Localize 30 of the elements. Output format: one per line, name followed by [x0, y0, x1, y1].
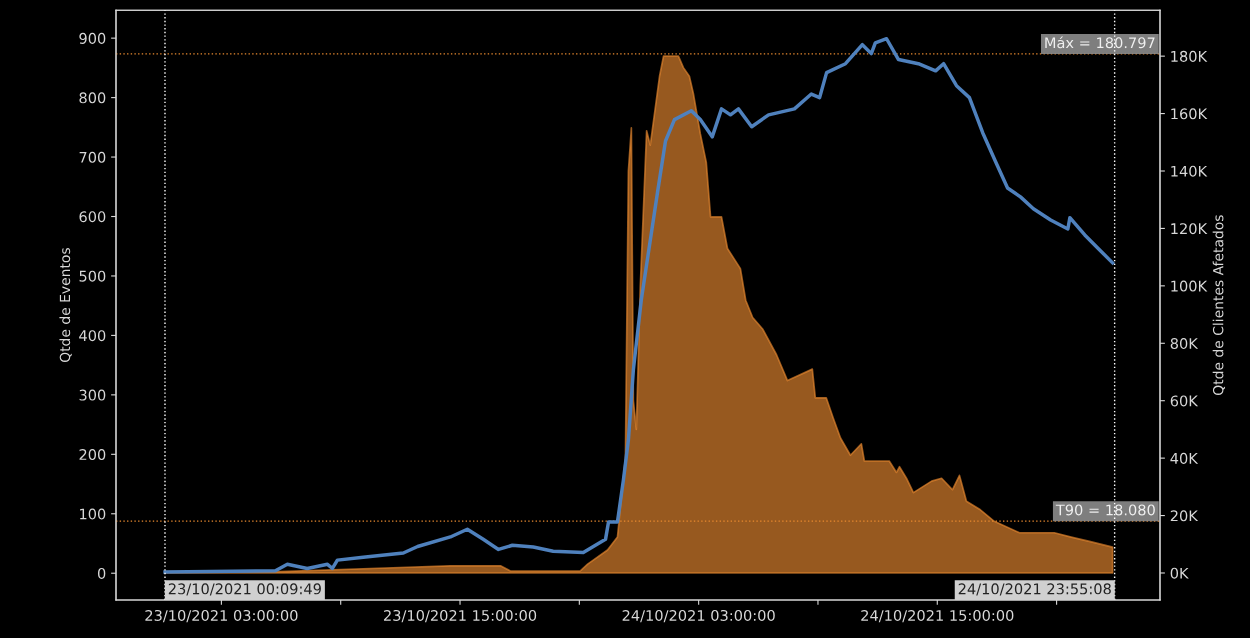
x-tick-label: 24/10/2021 03:00:00: [622, 609, 775, 623]
y-tick-label: 500: [79, 270, 106, 282]
y-tick-label: 400: [79, 330, 106, 342]
y-tick-label: 800: [79, 92, 106, 104]
ref-line-label: Máx = 180.797: [1045, 36, 1155, 49]
x-tick-label: 24/10/2021 15:00:00: [861, 609, 1014, 623]
y-tick-label: 300: [79, 389, 106, 401]
y2-tick-label: 100K: [1171, 280, 1208, 292]
ref-line-label: 24/10/2021 23:55:08: [958, 583, 1111, 596]
y-tick-label: 900: [79, 32, 106, 44]
y2-tick-label: 160K: [1171, 108, 1208, 120]
y-tick-label: 100: [80, 508, 106, 520]
y-tick-label: 600: [79, 211, 106, 223]
y2-tick-label: 180K: [1171, 50, 1208, 62]
y-tick-label: 0: [97, 567, 106, 579]
y-axis-title: Qtde de Eventos: [59, 248, 72, 363]
y-tick-label: 200: [79, 449, 106, 461]
x-tick-label: 23/10/2021 15:00:00: [384, 609, 537, 623]
ref-line-label: 23/10/2021 00:09:49: [168, 583, 321, 596]
y2-tick-label: 40K: [1170, 452, 1199, 464]
y2-tick-label: 20K: [1170, 510, 1199, 522]
ref-line-label: T90 = 18.080: [1055, 504, 1155, 516]
y2-tick-label: 120K: [1171, 223, 1208, 235]
y2-tick-label: 60K: [1170, 395, 1199, 407]
x-tick-label: 23/10/2021 03:00:00: [145, 609, 298, 623]
y2-axis-title: Qtde de Clientes Afetados: [1212, 215, 1226, 395]
y2-tick-label: 140K: [1171, 165, 1208, 177]
y2-tick-label: 0K: [1170, 567, 1189, 579]
y-tick-label: 700: [79, 151, 106, 163]
y2-tick-label: 80K: [1170, 338, 1199, 350]
